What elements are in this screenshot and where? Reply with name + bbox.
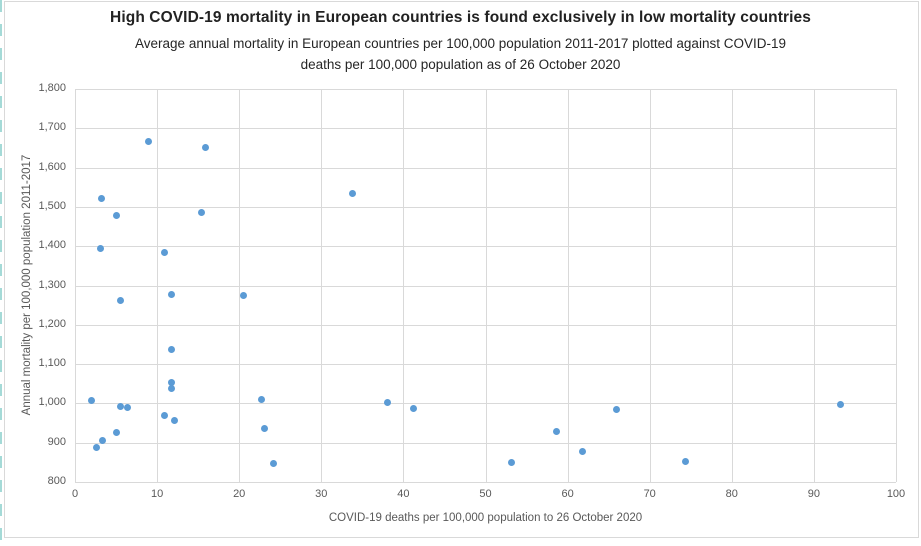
x-axis-tick-label: 10 [150, 488, 164, 500]
data-point [160, 411, 168, 419]
horizontal-gridline [75, 89, 896, 90]
horizontal-gridline [75, 364, 896, 366]
data-point [98, 436, 106, 444]
data-point [613, 406, 621, 414]
x-axis-tick-label: 100 [886, 488, 906, 500]
data-point [124, 404, 132, 412]
chart-subtitle-line1: Average annual mortality in European cou… [135, 36, 786, 51]
x-axis-tick-label: 40 [397, 488, 410, 500]
horizontal-gridline [75, 206, 896, 208]
chart-subtitle-line2: deaths per 100,000 population as of 26 O… [300, 57, 621, 72]
data-point [167, 345, 175, 353]
x-axis-tick-label: 90 [807, 488, 821, 500]
horizontal-gridline [75, 246, 896, 248]
data-point [170, 416, 178, 424]
x-axis-tick-label: 70 [643, 488, 656, 500]
data-point [239, 292, 247, 300]
data-point [168, 384, 176, 392]
data-point [168, 379, 176, 387]
data-point [682, 458, 690, 466]
x-axis-title: COVID-19 deaths per 100,000 population t… [328, 512, 643, 524]
y-axis-tick-label: 1,000 [38, 396, 66, 409]
data-point [270, 460, 278, 468]
y-axis-tick-label: 1,400 [38, 239, 66, 252]
x-axis-tick-label: 60 [561, 488, 574, 500]
data-point [113, 428, 121, 436]
chart-title: High COVID-19 mortality in European coun… [110, 9, 811, 26]
data-point [837, 400, 845, 408]
y-axis-tick-label: 1,800 [38, 82, 66, 94]
data-point [97, 194, 105, 202]
data-point [348, 190, 356, 198]
page-break-dashed-line [0, 0, 2, 546]
vertical-gridline [896, 89, 897, 482]
y-axis-tick-label: 1,200 [38, 317, 66, 330]
x-axis-tick-label: 50 [479, 488, 492, 500]
x-axis-tick-label: 20 [233, 488, 246, 500]
data-point [168, 291, 176, 299]
data-point [261, 424, 269, 432]
data-point [112, 212, 120, 220]
y-axis-tick-label: 1,500 [38, 199, 66, 212]
data-point [409, 405, 417, 413]
data-point [508, 458, 516, 466]
horizontal-gridline [75, 285, 896, 287]
x-axis-tick-label: 80 [725, 488, 738, 500]
horizontal-gridline [75, 403, 896, 405]
y-axis-tick-label: 800 [47, 475, 66, 487]
chart-subtitle: Average annual mortality in European cou… [0, 33, 921, 75]
data-point [553, 427, 561, 435]
data-point [202, 144, 210, 152]
data-point [87, 396, 95, 404]
data-point [96, 245, 104, 253]
data-point [145, 138, 153, 146]
x-axis-tick-label: 0 [71, 488, 79, 500]
horizontal-gridline [75, 167, 896, 169]
horizontal-gridline [75, 442, 896, 444]
data-point [116, 296, 124, 304]
horizontal-gridline [75, 128, 896, 130]
y-axis-tick-label: 1,100 [38, 357, 66, 370]
x-axis-tick-label: 30 [315, 488, 328, 500]
data-point [160, 248, 168, 256]
y-axis-tick-label: 1,700 [38, 121, 66, 134]
data-point [92, 443, 100, 451]
chart-border [4, 1, 919, 538]
data-point [384, 399, 392, 407]
y-axis-tick-label: 1,300 [38, 278, 66, 291]
horizontal-gridline [75, 324, 896, 326]
y-axis-tick-label: 900 [47, 435, 66, 448]
data-point [578, 448, 586, 456]
data-point [117, 403, 125, 411]
data-point [257, 396, 265, 404]
y-axis-tick-label: 1,600 [38, 160, 66, 173]
data-point [197, 208, 205, 216]
horizontal-gridline [75, 482, 896, 483]
